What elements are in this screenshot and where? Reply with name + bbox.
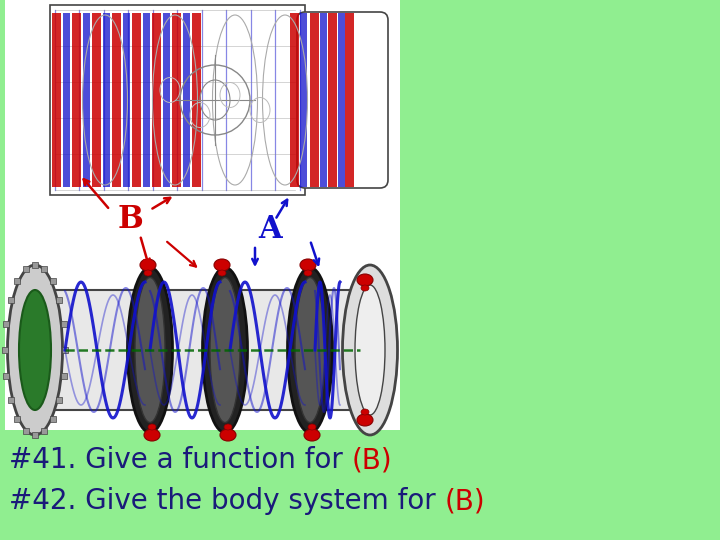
Bar bbox=[14, 278, 20, 284]
Bar bbox=[63, 13, 70, 187]
Bar bbox=[112, 13, 121, 187]
Text: #41. Give a function for: #41. Give a function for bbox=[9, 446, 351, 474]
Bar bbox=[41, 428, 48, 434]
Bar bbox=[320, 13, 327, 187]
Bar bbox=[152, 13, 161, 187]
Bar bbox=[50, 416, 55, 422]
Ellipse shape bbox=[295, 278, 325, 422]
Bar bbox=[56, 297, 62, 303]
Bar bbox=[183, 13, 190, 187]
Ellipse shape bbox=[357, 414, 373, 426]
Text: A: A bbox=[258, 214, 282, 246]
Bar bbox=[8, 397, 14, 403]
Ellipse shape bbox=[144, 429, 160, 441]
Ellipse shape bbox=[218, 270, 226, 276]
Ellipse shape bbox=[135, 278, 165, 422]
Bar bbox=[60, 373, 66, 379]
Bar bbox=[60, 321, 66, 327]
Ellipse shape bbox=[304, 429, 320, 441]
Bar bbox=[192, 13, 201, 187]
Bar bbox=[40, 290, 365, 410]
Ellipse shape bbox=[210, 278, 240, 422]
Bar bbox=[50, 5, 305, 195]
Bar bbox=[290, 13, 299, 187]
Ellipse shape bbox=[355, 285, 385, 415]
Bar bbox=[4, 321, 9, 327]
Bar bbox=[56, 397, 62, 403]
Ellipse shape bbox=[361, 285, 369, 291]
Bar bbox=[338, 13, 345, 187]
Ellipse shape bbox=[148, 424, 156, 430]
Bar bbox=[2, 347, 8, 353]
Ellipse shape bbox=[214, 259, 230, 271]
Bar bbox=[41, 266, 48, 272]
Ellipse shape bbox=[357, 274, 373, 286]
Ellipse shape bbox=[19, 290, 51, 410]
Ellipse shape bbox=[140, 259, 156, 271]
Bar bbox=[32, 432, 38, 438]
Bar bbox=[50, 278, 55, 284]
Bar bbox=[23, 428, 29, 434]
Ellipse shape bbox=[220, 429, 236, 441]
Bar bbox=[123, 13, 130, 187]
Bar bbox=[72, 13, 81, 187]
Bar bbox=[300, 13, 307, 187]
Text: B: B bbox=[117, 205, 143, 235]
Bar bbox=[83, 13, 90, 187]
Text: (B): (B) bbox=[351, 446, 392, 474]
Ellipse shape bbox=[202, 267, 248, 433]
Ellipse shape bbox=[343, 265, 397, 435]
Bar bbox=[5, 0, 400, 430]
Ellipse shape bbox=[224, 424, 232, 430]
Bar bbox=[8, 297, 14, 303]
Ellipse shape bbox=[361, 409, 369, 415]
Bar bbox=[328, 13, 337, 187]
Bar bbox=[92, 13, 101, 187]
Bar bbox=[310, 13, 319, 187]
Bar bbox=[52, 13, 61, 187]
Ellipse shape bbox=[304, 270, 312, 276]
Bar bbox=[345, 13, 354, 187]
Bar bbox=[62, 347, 68, 353]
Ellipse shape bbox=[7, 265, 63, 435]
Bar bbox=[172, 13, 181, 187]
Bar bbox=[103, 13, 110, 187]
Text: (B): (B) bbox=[444, 487, 485, 515]
FancyBboxPatch shape bbox=[297, 12, 388, 188]
Bar bbox=[163, 13, 170, 187]
Ellipse shape bbox=[308, 424, 316, 430]
Bar bbox=[23, 266, 29, 272]
Ellipse shape bbox=[144, 270, 152, 276]
Bar bbox=[4, 373, 9, 379]
Bar bbox=[143, 13, 150, 187]
Ellipse shape bbox=[300, 259, 316, 271]
Ellipse shape bbox=[287, 267, 333, 433]
Bar bbox=[14, 416, 20, 422]
Bar bbox=[132, 13, 141, 187]
Bar bbox=[32, 262, 38, 268]
Ellipse shape bbox=[127, 267, 173, 433]
Text: #42. Give the body system for: #42. Give the body system for bbox=[9, 487, 444, 515]
